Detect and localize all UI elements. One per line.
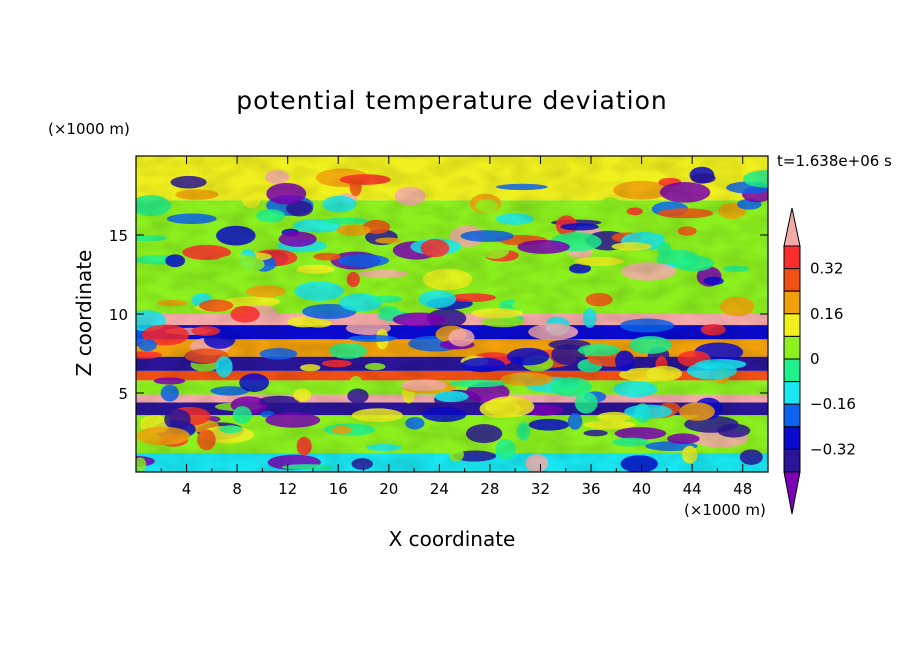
colorbar-swatch bbox=[783, 426, 801, 450]
x-tick-label: 16 bbox=[329, 480, 348, 498]
y-axis-title: Z coordinate bbox=[72, 249, 96, 377]
x-tick-label: 44 bbox=[683, 480, 702, 498]
colorbar-tick-label: 0.16 bbox=[810, 305, 843, 323]
field-texture bbox=[136, 156, 768, 472]
colorbar-swatch bbox=[783, 358, 801, 383]
time-label: t=1.638e+06 s bbox=[777, 152, 892, 170]
x-tick-label: 24 bbox=[430, 480, 449, 498]
colorbar-tick-label: −0.16 bbox=[810, 395, 856, 413]
x-tick-label: 48 bbox=[733, 480, 752, 498]
x-tick-label: 4 bbox=[182, 480, 192, 498]
colorbar-swatch bbox=[783, 313, 801, 337]
x-tick-label: 40 bbox=[632, 480, 651, 498]
colorbar-extend-top bbox=[783, 207, 801, 247]
x-unit-label: (×1000 m) bbox=[684, 501, 766, 519]
colorbar-swatch bbox=[783, 245, 801, 270]
x-tick-label: 12 bbox=[278, 480, 297, 498]
x-tick-label: 36 bbox=[581, 480, 600, 498]
colorbar-extend-bottom bbox=[783, 471, 801, 515]
x-tick-label: 28 bbox=[480, 480, 499, 498]
x-tick-label: 20 bbox=[379, 480, 398, 498]
colorbar-swatch bbox=[783, 381, 801, 405]
colorbar-swatch bbox=[783, 268, 801, 292]
colorbar-swatch bbox=[783, 448, 801, 473]
colorbar-tick-label: 0.32 bbox=[810, 260, 843, 278]
y-tick-label: 10 bbox=[109, 306, 128, 324]
y-unit-label: (×1000 m) bbox=[48, 120, 130, 138]
colorbar-swatch bbox=[783, 290, 801, 315]
y-axis: 5 10 15 bbox=[109, 227, 768, 403]
x-axis-title: X coordinate bbox=[0, 527, 904, 551]
x-axis-title-text: X coordinate bbox=[388, 527, 516, 551]
x-tick-label: 8 bbox=[232, 480, 242, 498]
colorbar-swatch bbox=[783, 335, 801, 360]
plot-area bbox=[136, 156, 768, 472]
chart-title: potential temperature deviation bbox=[236, 86, 668, 115]
colorbar-tick-label: −0.32 bbox=[810, 440, 856, 458]
x-tick-label: 32 bbox=[531, 480, 550, 498]
colorbar: 0.32 0.16 0 −0.16 −0.32 bbox=[783, 207, 856, 515]
colorbar-swatch bbox=[783, 403, 801, 428]
colorbar-tick-label: 0 bbox=[810, 350, 820, 368]
x-axis: 4 8 12 16 20 24 28 32 36 40 44 48 bbox=[160, 156, 752, 498]
y-tick-label: 5 bbox=[118, 385, 128, 403]
y-tick-label: 15 bbox=[109, 227, 128, 245]
